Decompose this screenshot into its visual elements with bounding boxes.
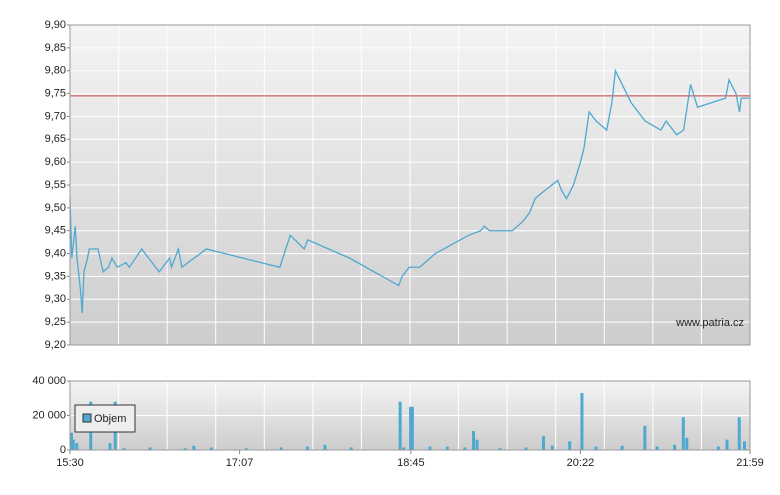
y-tick-label: 9,45 xyxy=(45,225,66,237)
volume-bar xyxy=(402,447,406,450)
x-tick-label: 18:45 xyxy=(397,457,425,469)
volume-bar xyxy=(475,439,479,450)
volume-bar xyxy=(725,439,729,450)
volume-bar xyxy=(655,446,659,450)
x-tick-label: 20:22 xyxy=(567,457,595,469)
volume-bar xyxy=(568,441,572,450)
volume-bar xyxy=(681,417,685,450)
volume-bar xyxy=(108,443,112,450)
watermark: www.patria.cz xyxy=(675,317,744,329)
volume-bar xyxy=(737,417,741,450)
volume-bar xyxy=(209,447,213,450)
plot-border xyxy=(69,380,751,451)
volume-bar xyxy=(192,445,196,450)
y-tick-label: 9,40 xyxy=(45,247,66,259)
y-tick-label: 20 000 xyxy=(32,409,66,421)
x-tick-label: 15:30 xyxy=(56,457,84,469)
legend-label: Objem xyxy=(94,413,126,425)
volume-bar xyxy=(580,393,584,450)
y-tick-label: 9,70 xyxy=(45,110,66,122)
x-tick-label: 17:07 xyxy=(226,457,254,469)
y-tick-label: 9,30 xyxy=(45,293,66,305)
volume-bar xyxy=(673,444,677,450)
volume-bar xyxy=(716,446,720,450)
volume-bar xyxy=(524,447,528,450)
volume-bar xyxy=(463,447,467,450)
y-tick-label: 9,50 xyxy=(45,202,66,214)
y-tick-label: 9,35 xyxy=(45,270,66,282)
volume-bar xyxy=(75,443,79,450)
volume-bar xyxy=(620,445,624,450)
volume-bar xyxy=(685,437,689,450)
volume-bar xyxy=(122,448,126,450)
volume-bar xyxy=(428,446,432,450)
volume-bar xyxy=(498,448,502,450)
volume-bar xyxy=(409,406,413,450)
y-tick-label: 9,75 xyxy=(45,87,66,99)
volume-bar xyxy=(244,448,248,450)
y-tick-label: 9,20 xyxy=(45,339,66,351)
volume-bar xyxy=(410,406,414,450)
legend-swatch xyxy=(82,413,92,423)
plot-border xyxy=(69,24,751,346)
y-tick-label: 9,60 xyxy=(45,156,66,168)
volume-bar xyxy=(594,446,598,450)
y-tick-label: 9,90 xyxy=(45,19,66,31)
y-tick-label: 9,80 xyxy=(45,65,66,77)
y-tick-label: 40 000 xyxy=(32,375,66,387)
volume-bar xyxy=(279,447,283,450)
volume-bar xyxy=(643,425,647,450)
volume-bar xyxy=(398,401,402,450)
volume-bar xyxy=(70,432,73,450)
volume-bar xyxy=(445,446,449,450)
volume-bar xyxy=(305,446,309,450)
volume-bar xyxy=(148,447,152,450)
volume-bar xyxy=(323,444,327,450)
volume-bar xyxy=(349,447,353,450)
y-tick-label: 9,65 xyxy=(45,133,66,145)
price-line xyxy=(69,68,750,314)
volume-bar xyxy=(550,445,554,450)
y-tick-label: 0 xyxy=(60,444,66,456)
y-tick-label: 9,85 xyxy=(45,42,66,54)
x-tick-label: 21:59 xyxy=(736,457,764,469)
y-tick-label: 9,25 xyxy=(45,316,66,328)
volume-bar xyxy=(541,436,545,450)
volume-bar xyxy=(71,439,75,450)
y-tick-label: 9,55 xyxy=(45,179,66,191)
volume-bar xyxy=(743,441,747,450)
volume-bar xyxy=(472,431,476,450)
volume-bar xyxy=(183,448,187,450)
